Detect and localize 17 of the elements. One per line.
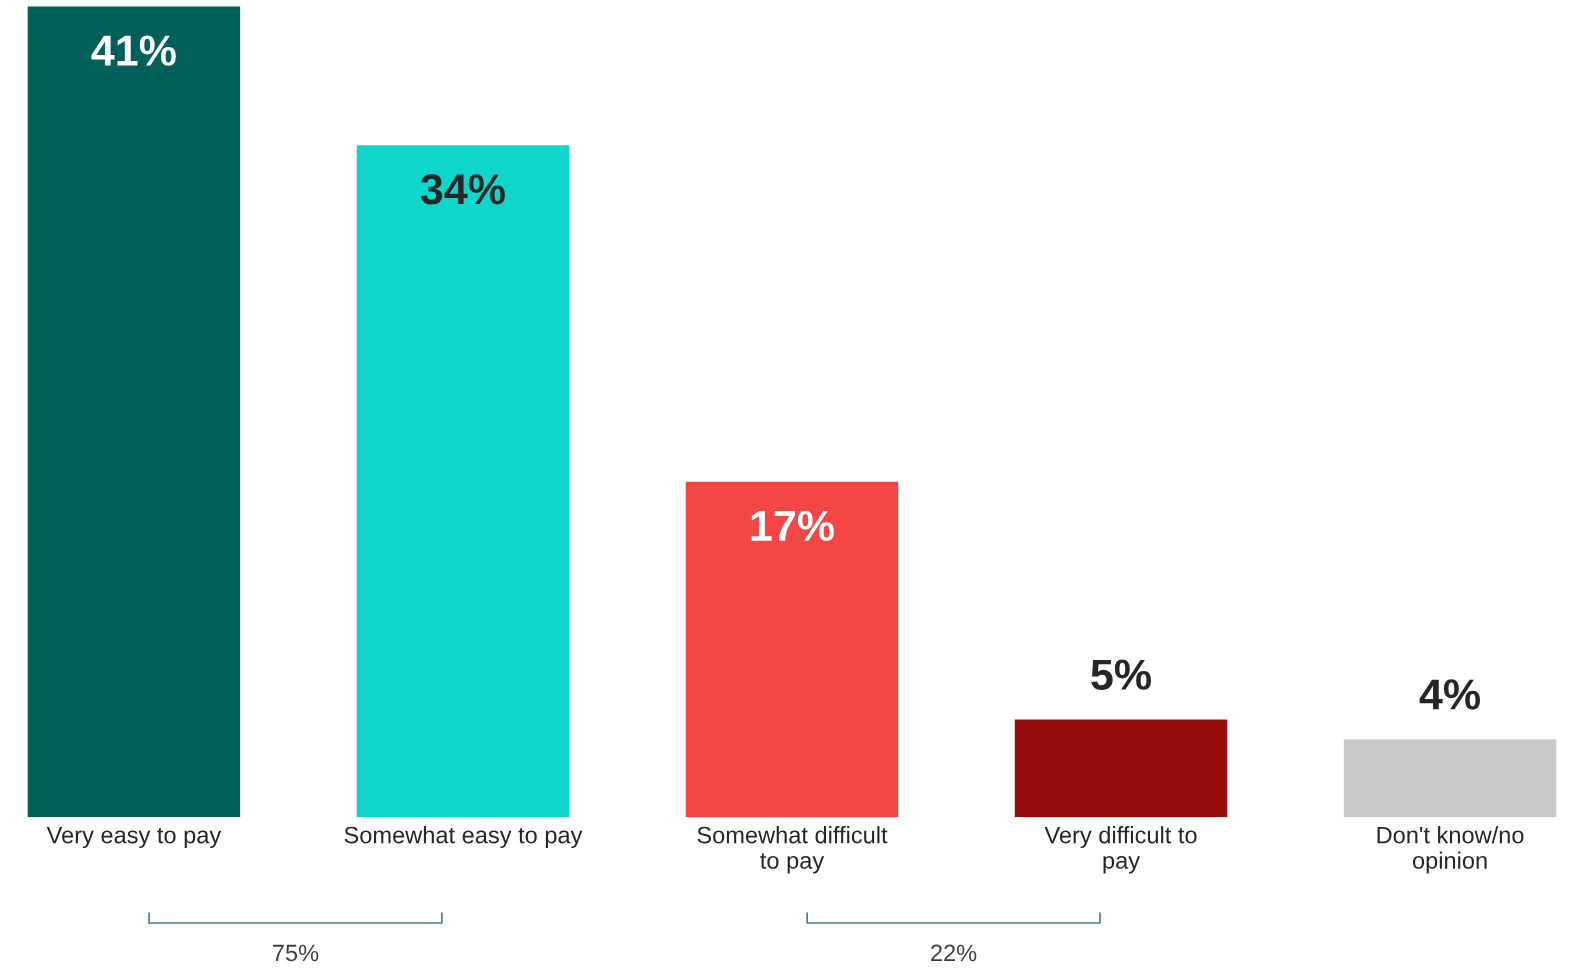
data-label: 4% <box>1419 679 1481 710</box>
data-label: 34% <box>420 174 505 205</box>
bar <box>355 143 571 818</box>
x-tick-label: Don't know/no opinion <box>1377 826 1524 874</box>
x-tick-label: Somewhat difficult to pay <box>697 826 888 874</box>
bar <box>684 480 900 818</box>
bar <box>26 5 242 818</box>
x-tick-label: Very easy to pay <box>46 826 222 849</box>
text: 22% <box>931 944 977 962</box>
data-label: 41% <box>91 35 176 66</box>
x-tick-label: Very difficult to pay <box>1044 826 1197 874</box>
bar <box>1342 737 1558 818</box>
text: 75% <box>273 944 319 962</box>
bar <box>1013 718 1229 818</box>
x-tick-label: Somewhat easy to pay <box>344 826 583 849</box>
data-label: 5% <box>1091 659 1151 690</box>
data-label: 17% <box>751 510 834 542</box>
